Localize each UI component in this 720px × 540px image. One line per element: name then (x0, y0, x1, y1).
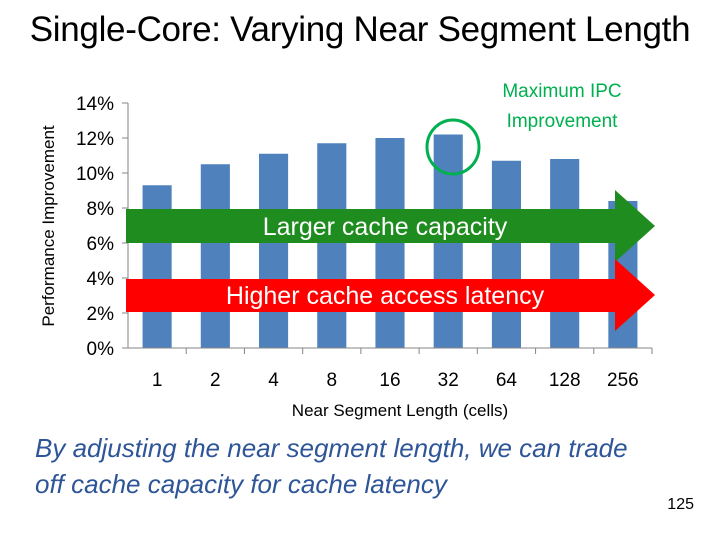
slide-caption: By adjusting the near segment length, we… (35, 433, 628, 499)
max-ipc-label-line1: Maximum IPC (502, 81, 621, 102)
y-tick-label: 2% (87, 304, 115, 325)
y-tick-label: 12% (76, 129, 114, 150)
x-tick-label: 2 (210, 370, 221, 391)
max-ipc-label-line2: Improvement (507, 111, 619, 132)
slide-title: Single-Core: Varying Near Segment Length (29, 10, 691, 49)
red-arrow-label: Higher cache access latency (226, 282, 545, 310)
y-axis-title: Performance Improvement (39, 125, 58, 327)
bar-128 (550, 159, 580, 348)
x-tick-label: 8 (326, 370, 337, 391)
y-tick-label: 8% (87, 199, 115, 220)
x-tick-label: 16 (379, 370, 400, 391)
x-tick-label: 1 (152, 370, 163, 391)
bar-4 (259, 153, 289, 348)
y-tick-label: 10% (76, 164, 114, 185)
max-ipc-highlight-circle (425, 118, 481, 176)
y-tick-label: 0% (87, 339, 115, 360)
page-number: 125 (667, 496, 694, 513)
green-arrow-label: Larger cache capacity (263, 213, 508, 241)
bar-64 (491, 160, 521, 348)
y-tick-label: 4% (87, 269, 115, 290)
bar-2 (200, 164, 230, 348)
x-tick-label: 64 (496, 370, 518, 391)
x-tick-label: 128 (549, 370, 581, 391)
x-tick-label: 256 (607, 370, 639, 391)
x-tick-label: 32 (438, 370, 459, 391)
bar-8 (317, 143, 347, 348)
x-axis-title: Near Segment Length (cells) (292, 401, 508, 420)
x-tick-label: 4 (268, 370, 279, 391)
y-axis: 0% 2% 4% 6% 8% 10% 12% 14% (76, 94, 129, 360)
red-arrow-higher-latency (126, 259, 655, 331)
y-tick-label: 6% (87, 234, 115, 255)
x-axis: 1 2 4 8 16 32 64 128 256 (128, 347, 653, 391)
y-tick-label: 14% (76, 94, 114, 115)
green-arrow-larger-capacity (126, 190, 655, 262)
